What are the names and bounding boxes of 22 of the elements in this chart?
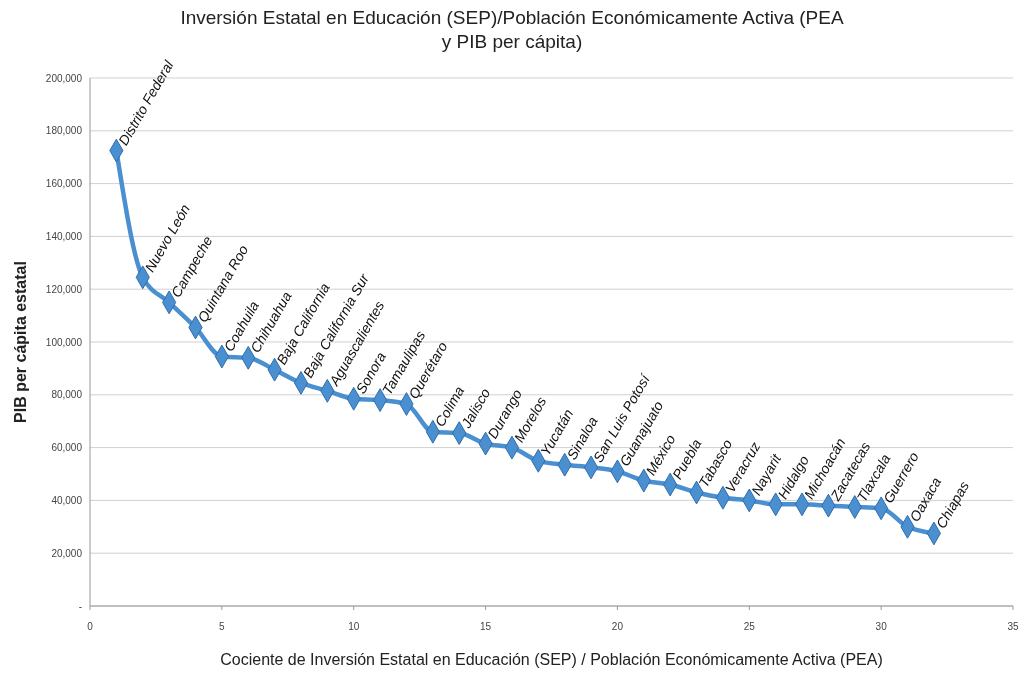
y-tick-label: 120,000 xyxy=(45,283,83,295)
x-axis-title: Cociente de Inversión Estatal en Educación (SEP) / Población Económicamente Activa (PEA) xyxy=(220,651,883,668)
x-tick-label: 15 xyxy=(480,621,492,632)
y-tick-label: 40,000 xyxy=(51,494,83,506)
y-tick-label: 60,000 xyxy=(51,442,83,454)
y-tick-label: 140,000 xyxy=(45,230,83,242)
x-tick-label: 5 xyxy=(219,621,226,632)
chart-title: Inversión Estatal en Educación (SEP)/Población Económicamente Activa (PEA y PIB per cápita) xyxy=(180,7,844,52)
y-tick-label: 20,000 xyxy=(51,547,83,559)
y-axis-title: PIB per cápita estatal xyxy=(12,261,29,423)
x-tick-label: 20 xyxy=(611,621,624,632)
x-tick-label: 30 xyxy=(875,621,888,632)
y-tick-label: - xyxy=(78,600,82,612)
y-tick-label: 80,000 xyxy=(51,389,83,401)
x-tick-label: 10 xyxy=(348,621,360,632)
x-tick-label: 0 xyxy=(87,621,94,632)
x-tick-label: 25 xyxy=(743,621,756,632)
y-tick-label: 160,000 xyxy=(45,178,83,190)
y-tick-label: 200,000 xyxy=(45,72,83,84)
x-tick-label: 35 xyxy=(1007,621,1019,632)
y-tick-label: 180,000 xyxy=(45,125,83,137)
y-tick-label: 100,000 xyxy=(45,336,83,348)
